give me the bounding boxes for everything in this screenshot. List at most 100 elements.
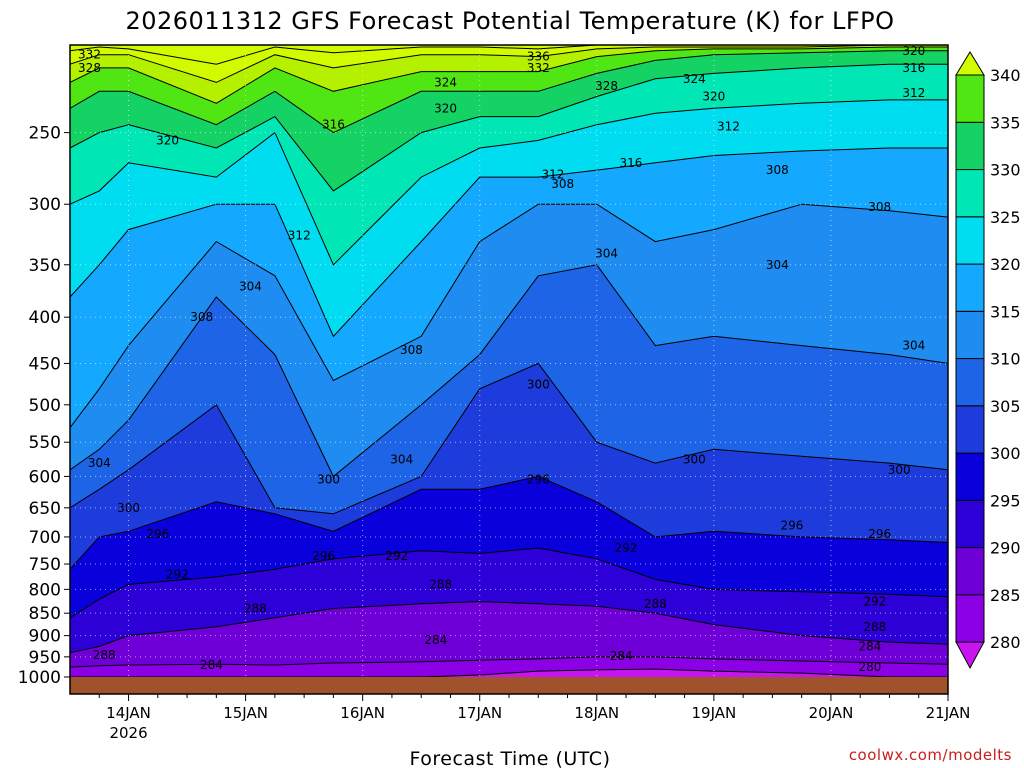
- contour-336: [70, 45, 948, 65]
- contour-label: 288: [644, 597, 667, 611]
- colorbar-tick-label: 325: [990, 208, 1021, 227]
- x-tick-label: 18JAN: [574, 704, 619, 722]
- y-tick-label: 350: [29, 256, 61, 276]
- y-tick-label: 600: [29, 467, 61, 487]
- x-tick-sublabel: 2026: [109, 724, 147, 742]
- y-tick-label: 900: [29, 627, 61, 647]
- contour-label: 332: [78, 48, 101, 62]
- colorbar-swatch: [955, 547, 985, 596]
- contour-label: 328: [78, 61, 101, 75]
- contour-label: 320: [702, 89, 725, 103]
- x-tick-label: 21JAN: [926, 704, 971, 722]
- contour-label: 304: [902, 339, 925, 353]
- colorbar-tick-label: 305: [990, 397, 1021, 416]
- contour-label: 288: [863, 620, 886, 634]
- colorbar-swatch: [955, 452, 985, 501]
- x-tick-label: 16JAN: [340, 704, 385, 722]
- contour-300: [70, 362, 948, 515]
- contour-label: 308: [766, 163, 789, 177]
- y-tick-label: 250: [29, 124, 61, 144]
- contour-304: [70, 264, 948, 478]
- contour-label: 300: [527, 378, 550, 392]
- contour-288: [70, 600, 948, 654]
- contour-320: [70, 63, 948, 192]
- x-axis-label: Forecast Time (UTC): [410, 748, 611, 768]
- colorbar-swatch: [955, 74, 985, 123]
- contour-label: 288: [93, 648, 116, 662]
- contour-label: 312: [541, 167, 564, 181]
- contour-label: 304: [239, 280, 262, 294]
- y-tick-label: 550: [29, 433, 61, 453]
- x-tick-label: 19JAN: [691, 704, 736, 722]
- x-tick-label: 15JAN: [223, 704, 268, 722]
- contour-label: 320: [156, 133, 179, 147]
- colorbar-swatch: [955, 499, 985, 549]
- contour-label: 320: [434, 101, 457, 115]
- contour-label: 328: [595, 79, 618, 93]
- contour-label: 280: [859, 660, 882, 674]
- ground-surface: [70, 677, 948, 694]
- contour-label: 316: [322, 118, 345, 132]
- contour-label: 324: [434, 75, 457, 89]
- contour-label: 284: [859, 639, 882, 653]
- y-tick-label: 1000: [18, 668, 61, 688]
- colorbar-tick-label: 295: [990, 491, 1021, 510]
- contour-label: 312: [288, 229, 311, 243]
- colorbar-tick-label: 300: [990, 444, 1021, 463]
- contour-label: 308: [551, 177, 574, 191]
- contour-label: 332: [527, 61, 550, 75]
- contour-label: 308: [868, 200, 891, 214]
- contour-label: 308: [400, 343, 423, 357]
- colorbar-swatch: [955, 405, 985, 454]
- y-tick-label: 650: [29, 499, 61, 519]
- contour-label: 284: [200, 658, 223, 672]
- colorbar-tick-label: 340: [990, 66, 1021, 85]
- contour-label: 324: [683, 72, 706, 86]
- contour-label: 284: [610, 649, 633, 663]
- colorbar-tick-label: 315: [990, 302, 1021, 321]
- colorbar-swatch: [955, 358, 985, 407]
- contour-lines: [70, 45, 948, 677]
- colorbar-tick-label: 320: [990, 255, 1021, 274]
- contour-label: 316: [619, 156, 642, 170]
- contour-296: [70, 475, 948, 570]
- colorbar-min-arrow: [955, 641, 985, 670]
- contour-label: 284: [424, 633, 447, 647]
- contour-label: 308: [190, 310, 213, 324]
- contour-label: 300: [317, 473, 340, 487]
- grid-lines: [70, 45, 948, 677]
- contour-label: 296: [780, 519, 803, 533]
- contour-label: 288: [244, 602, 267, 616]
- contour-label: 304: [88, 456, 111, 470]
- contour-label: 300: [888, 463, 911, 477]
- colorbar-swatch: [955, 594, 985, 643]
- contour-label: 296: [868, 527, 891, 541]
- colorbar-swatch: [955, 121, 985, 171]
- contour-312: [70, 147, 948, 338]
- x-tick-label: 20JAN: [809, 704, 854, 722]
- colorbar-tick-label: 285: [990, 586, 1021, 605]
- contour-label: 296: [527, 473, 550, 487]
- chart-title: 2026011312 GFS Forecast Potential Temper…: [125, 7, 894, 35]
- y-tick-label: 850: [29, 604, 61, 624]
- contour-label: 304: [595, 246, 618, 260]
- y-tick-label: 500: [29, 396, 61, 416]
- contour-label: 336: [527, 50, 550, 64]
- credit-link[interactable]: coolwx.com/modelts: [849, 746, 1012, 764]
- colorbar-tick-label: 330: [990, 161, 1021, 180]
- contour-label: 292: [615, 541, 638, 555]
- y-tick-label: 700: [29, 528, 61, 548]
- y-tick-label: 450: [29, 354, 61, 374]
- color-fill-bands: [70, 45, 948, 677]
- contour-324: [70, 50, 948, 134]
- contour-label: 300: [117, 501, 140, 515]
- y-axis: 250 300 350 400 450 500 550 600 650 700 750 800 850 9…: [18, 124, 70, 688]
- colorbar-swatch: [955, 263, 985, 312]
- colorbar-max-arrow: [955, 51, 985, 76]
- y-tick-label: 400: [29, 308, 61, 328]
- contour-328: [70, 46, 948, 104]
- x-tick-label: 17JAN: [457, 704, 502, 722]
- colorbar-tick-label: 335: [990, 113, 1021, 132]
